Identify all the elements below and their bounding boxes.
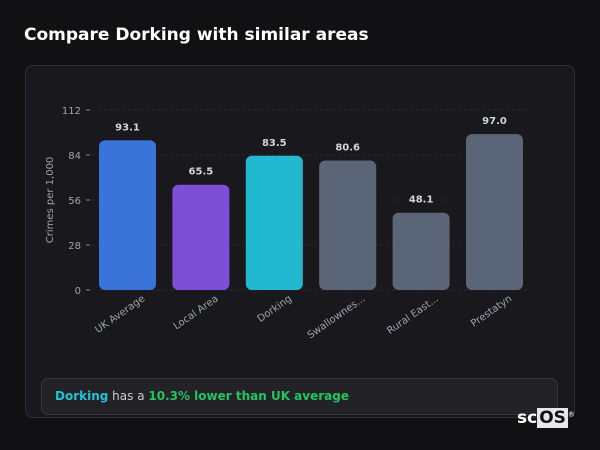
data-label: 80.6 (335, 142, 360, 153)
data-label: 65.5 (189, 167, 214, 178)
x-tick-label: Local Area (172, 293, 221, 332)
y-tick-label: 28 (68, 241, 81, 252)
x-tick-label: Prestatyn (469, 293, 514, 329)
y-axis-label: Crimes per 1,000 (45, 157, 56, 244)
data-label: 97.0 (482, 116, 507, 127)
x-tick-label: Swallownes... (306, 293, 368, 341)
bar (99, 140, 156, 290)
area-name: Dorking (55, 389, 109, 403)
y-tick-label: 84 (68, 151, 81, 162)
x-tick-label: UK Average (93, 293, 147, 335)
comparison-value: 10.3% lower than UK average (148, 389, 349, 403)
page-title: Compare Dorking with similar areas (24, 25, 369, 45)
y-tick-label: 112 (62, 106, 81, 117)
data-label: 83.5 (262, 138, 287, 149)
data-label: 93.1 (115, 122, 140, 133)
bar (319, 160, 377, 290)
summary-text: has a (108, 389, 149, 403)
x-tick-label: Dorking (256, 293, 294, 324)
bar (172, 184, 230, 290)
x-tick-label: Rural East... (385, 293, 441, 337)
bar (466, 134, 523, 290)
scos-logo: sc OS ® (517, 408, 575, 428)
comparison-summary: Dorking has a 10.3% lower than UK averag… (41, 378, 558, 415)
bar (245, 155, 303, 290)
y-tick-label: 0 (75, 286, 81, 297)
bar (392, 212, 450, 290)
y-tick-label: 56 (68, 196, 81, 207)
data-label: 48.1 (409, 195, 434, 206)
